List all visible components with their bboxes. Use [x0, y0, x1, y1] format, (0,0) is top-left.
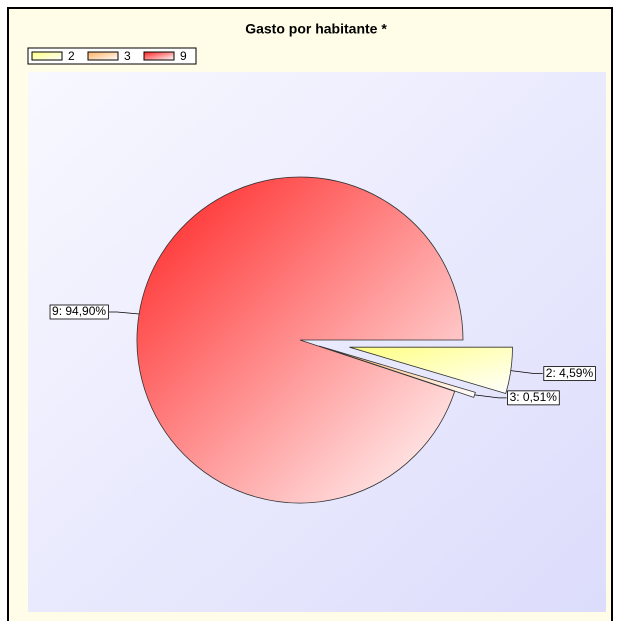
- pie-slice: [136, 176, 464, 504]
- legend-label: 3: [124, 49, 131, 63]
- leader-line: [510, 370, 543, 375]
- legend-swatch: [87, 51, 119, 61]
- data-label: 9: 94,90%: [52, 304, 106, 318]
- chart-title: Gasto por habitante *: [245, 21, 387, 37]
- data-label: 2: 4,59%: [546, 366, 594, 380]
- label-box: [543, 366, 596, 382]
- leader-line: [109, 311, 140, 315]
- legend-label: 2: [68, 49, 75, 63]
- pie-slice: [349, 346, 513, 395]
- label-box: [49, 304, 109, 320]
- leader-line: [474, 394, 507, 399]
- legend-swatch: [143, 51, 175, 61]
- data-label: 3: 0,51%: [510, 390, 558, 404]
- legend-label: 9: [180, 49, 187, 63]
- legend-swatch: [31, 51, 63, 61]
- label-box: [507, 390, 560, 406]
- plot-area: [28, 72, 606, 612]
